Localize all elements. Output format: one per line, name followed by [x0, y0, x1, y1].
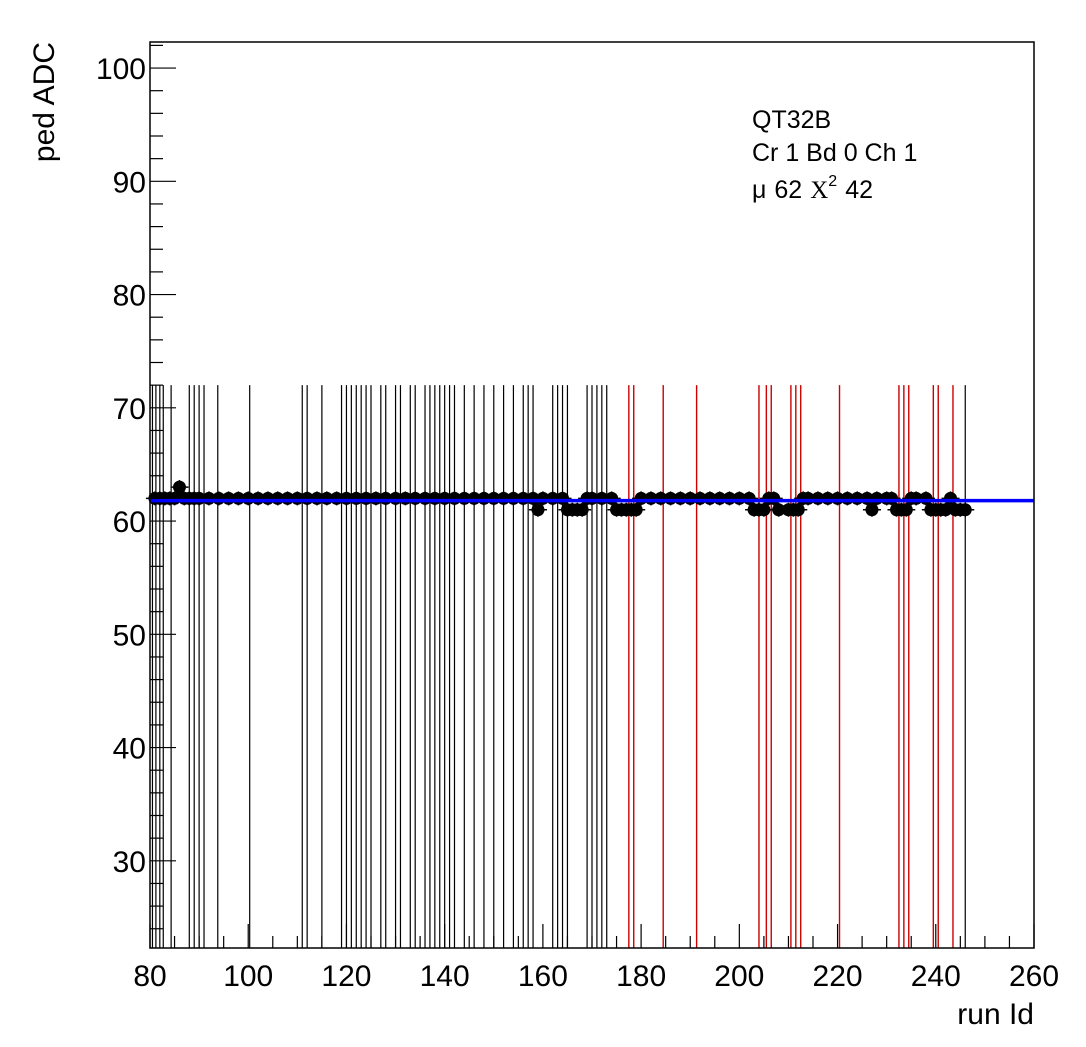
y-tick-label: 40	[113, 733, 146, 766]
x-tick-label: 200	[714, 960, 764, 993]
y-tick-label: 100	[96, 53, 146, 86]
data-point	[958, 503, 972, 517]
y-tick-label: 70	[113, 393, 146, 426]
data-point	[531, 503, 545, 517]
x-tick-label: 260	[1009, 960, 1059, 993]
info-stats-label: μ 62 X2 42	[752, 173, 873, 204]
chi-value: 42	[845, 176, 873, 204]
x-tick-label: 160	[518, 960, 568, 993]
x-tick-label: 220	[813, 960, 863, 993]
data-point	[865, 503, 879, 517]
chi-symbol: X	[810, 177, 828, 204]
y-tick-label: 30	[113, 846, 146, 879]
y-tick-label: 60	[113, 506, 146, 539]
chi-exponent: 2	[828, 173, 837, 190]
info-box: QT32B Cr 1 Bd 0 Ch 1 μ 62 X2 42	[752, 106, 917, 204]
data-point	[629, 503, 643, 517]
data-point	[757, 503, 771, 517]
x-tick-label: 120	[321, 960, 371, 993]
x-tick-label: 140	[420, 960, 470, 993]
x-tick-label: 180	[616, 960, 666, 993]
x-tick-label: 240	[911, 960, 961, 993]
x-tick-label: 80	[133, 960, 166, 993]
data-point	[899, 503, 913, 517]
ticks-layer: 80 100 120 140 160 180 200 220 240 260 30 40 50 60 70 8…	[96, 44, 1059, 993]
mu-symbol: μ	[752, 176, 766, 204]
y-axis-title: ped ADC	[28, 42, 61, 162]
data-point	[772, 503, 786, 517]
y-tick-label: 90	[113, 166, 146, 199]
info-detector-label: QT32B	[752, 106, 831, 134]
data-point	[172, 480, 186, 494]
data-point	[791, 503, 805, 517]
data-point	[575, 503, 589, 517]
mu-value: 62	[774, 176, 802, 204]
data-point	[939, 503, 953, 517]
info-channel-label: Cr 1 Bd 0 Ch 1	[752, 139, 917, 167]
x-axis-title: run Id	[957, 998, 1034, 1031]
plot-layer	[145, 385, 1034, 948]
x-tick-label: 100	[223, 960, 273, 993]
y-tick-label: 80	[113, 280, 146, 313]
y-tick-label: 50	[113, 619, 146, 652]
